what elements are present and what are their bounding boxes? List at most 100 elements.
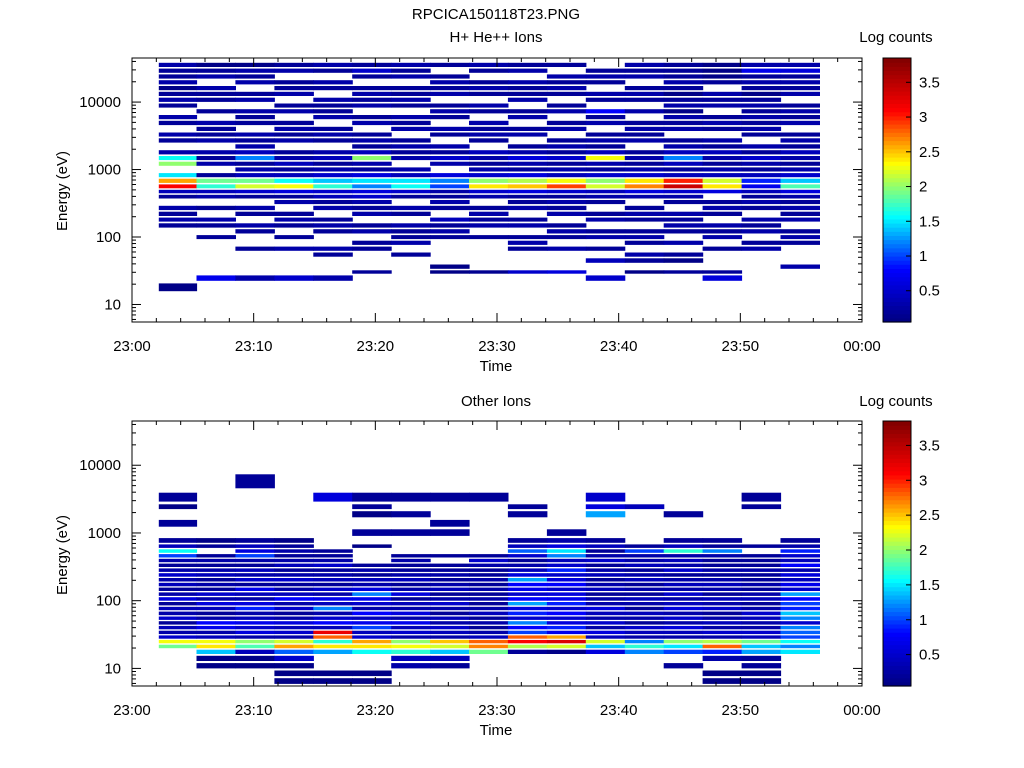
heatmap-cell <box>585 184 626 189</box>
heatmap-cell <box>274 655 314 661</box>
heatmap-cell <box>507 156 548 161</box>
x-tick-label: 00:00 <box>843 338 881 355</box>
heatmap-cell <box>702 678 743 684</box>
heatmap-cell <box>391 573 431 577</box>
heatmap-cell <box>741 120 782 126</box>
heatmap-cell <box>313 649 353 654</box>
heatmap-cell <box>158 62 198 67</box>
heatmap-cell <box>546 592 587 596</box>
heatmap-cell <box>352 62 392 67</box>
heatmap-cell <box>624 644 665 649</box>
y-tick-label: 1000 <box>88 525 121 542</box>
heatmap-cell <box>585 592 626 596</box>
heatmap-cell <box>352 578 392 582</box>
heatmap-cell <box>585 558 626 563</box>
heatmap-cell <box>158 74 198 79</box>
heatmap-cell <box>546 246 587 251</box>
heatmap-cell <box>274 578 314 582</box>
y-tick-label: 10 <box>104 660 121 677</box>
heatmap-cell <box>469 616 509 620</box>
heatmap-cell <box>158 582 198 587</box>
heatmap-cell <box>780 132 820 137</box>
heatmap-cell <box>546 587 587 591</box>
heatmap-cell <box>507 538 548 543</box>
heatmap-cell <box>469 194 509 199</box>
heatmap-cell <box>235 602 275 606</box>
x-axis-label: Time <box>480 722 513 739</box>
heatmap-cell <box>780 240 820 245</box>
heatmap-cell <box>469 621 509 625</box>
colorbar-segment <box>883 619 911 625</box>
heatmap-cell <box>780 144 820 149</box>
heatmap-cell <box>469 80 509 85</box>
heatmap-cell <box>469 558 509 563</box>
heatmap-cell <box>780 644 820 649</box>
heatmap-cell <box>313 582 353 587</box>
colorbar-segment <box>883 594 911 600</box>
heatmap-cell <box>158 217 198 222</box>
heatmap-cell <box>235 189 275 194</box>
x-tick-label: 23:30 <box>478 702 516 719</box>
colorbar-segment <box>883 590 911 596</box>
heatmap-cell <box>507 217 548 222</box>
heatmap-cell <box>469 606 509 611</box>
colorbar-segment <box>883 507 911 513</box>
heatmap-cell <box>352 529 392 536</box>
heatmap-cell <box>741 240 782 245</box>
heatmap-cell <box>624 582 665 587</box>
heatmap-cell <box>235 205 275 211</box>
heatmap-cell <box>741 86 782 91</box>
colorbar-segment <box>883 445 911 451</box>
colorbar-segment <box>883 561 911 567</box>
heatmap-cell <box>352 223 392 228</box>
colorbar-segment <box>883 86 911 92</box>
heatmap-cell <box>702 74 743 79</box>
colorbar-segment <box>883 495 911 501</box>
colorbar-segment <box>883 454 911 459</box>
heatmap-cell <box>702 554 743 558</box>
heatmap-cell <box>274 544 314 548</box>
heatmap-cell <box>663 200 704 205</box>
heatmap-cell <box>624 554 665 558</box>
colorbar-segment <box>883 198 911 203</box>
heatmap-cell <box>469 217 509 222</box>
colorbar-segment <box>883 478 911 484</box>
heatmap-cell <box>430 132 470 137</box>
heatmap-cell <box>235 115 275 120</box>
heatmap-cell <box>780 639 820 644</box>
heatmap-cell <box>663 621 704 625</box>
heatmap-cell <box>780 573 820 577</box>
heatmap-cell <box>274 563 314 567</box>
heatmap-cell <box>430 578 470 582</box>
heatmap-cell <box>235 635 275 639</box>
heatmap-cell <box>585 611 626 616</box>
heatmap-cell <box>158 625 198 630</box>
heatmap-cell <box>391 223 431 228</box>
heatmap-cell <box>274 68 314 73</box>
heatmap-cell <box>624 649 665 654</box>
heatmap-cell <box>235 592 275 596</box>
heatmap-cell <box>624 544 665 548</box>
heatmap-cell <box>507 200 548 205</box>
heatmap-cell <box>469 639 509 644</box>
heatmap-cell <box>313 62 353 67</box>
heatmap-cell <box>391 126 431 131</box>
heatmap-cell <box>391 635 431 639</box>
colorbar-segment <box>883 128 911 133</box>
heatmap-cell <box>158 184 198 189</box>
heatmap-cell <box>352 592 392 596</box>
heatmap-cell <box>196 275 236 281</box>
colorbar-segment <box>883 520 911 526</box>
heatmap-cell <box>741 554 782 558</box>
heatmap-cell <box>469 167 509 172</box>
heatmap-cell <box>391 205 431 211</box>
heatmap-cell <box>235 156 275 161</box>
heatmap-cell <box>546 167 587 172</box>
heatmap-cell <box>780 229 820 234</box>
heatmap-cell <box>391 592 431 596</box>
heatmap-cell <box>780 568 820 572</box>
heatmap-cell <box>235 62 275 67</box>
colorbar-segment <box>883 578 911 584</box>
heatmap-cell <box>352 138 392 143</box>
heatmap-cell <box>507 563 548 567</box>
